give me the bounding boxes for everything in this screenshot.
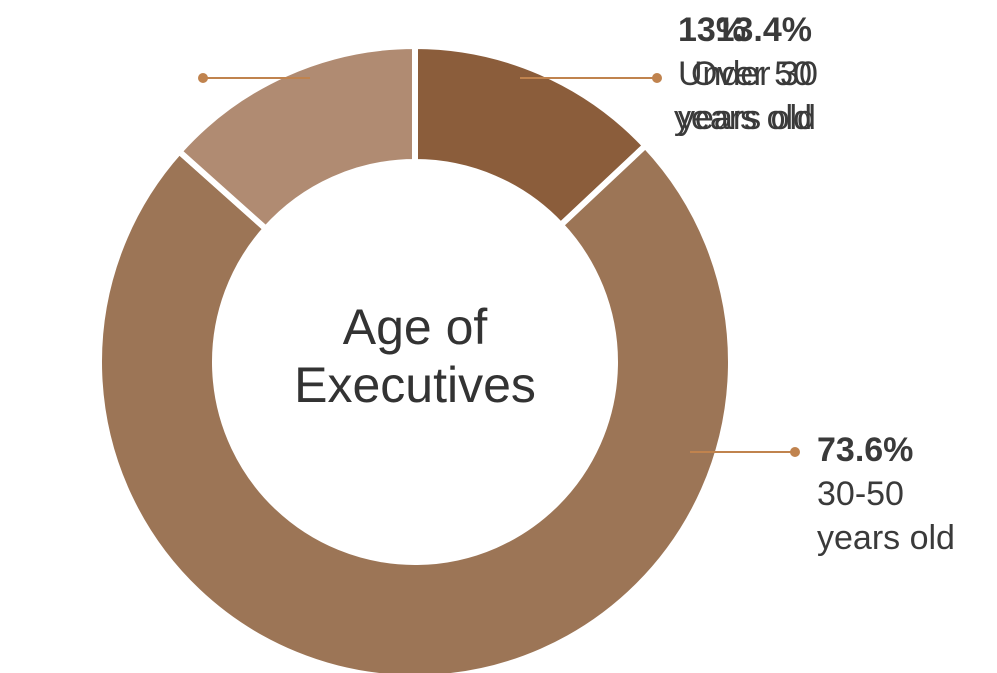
center-title: Age of Executives xyxy=(294,299,536,413)
category-label: Under 30 years old xyxy=(678,55,818,137)
leader-dot xyxy=(198,73,208,83)
value-label: 13.4% xyxy=(715,11,812,49)
leaders xyxy=(198,73,800,457)
donut-segment xyxy=(96,141,734,673)
leader-dot xyxy=(790,447,800,457)
leader-dot xyxy=(652,73,662,83)
value-label: 73.6% xyxy=(817,431,914,469)
donut-segment xyxy=(175,42,418,234)
data-label: 73.6% 30-50 years old xyxy=(817,428,975,560)
data-label: 13% Under 30 years old xyxy=(678,8,836,140)
category-label: 30-50 years old xyxy=(817,475,955,557)
value-label: 13% xyxy=(678,11,747,49)
category-label: Over 50 years old xyxy=(674,55,812,137)
data-label: 13.4% Over 50 years old xyxy=(654,8,812,140)
